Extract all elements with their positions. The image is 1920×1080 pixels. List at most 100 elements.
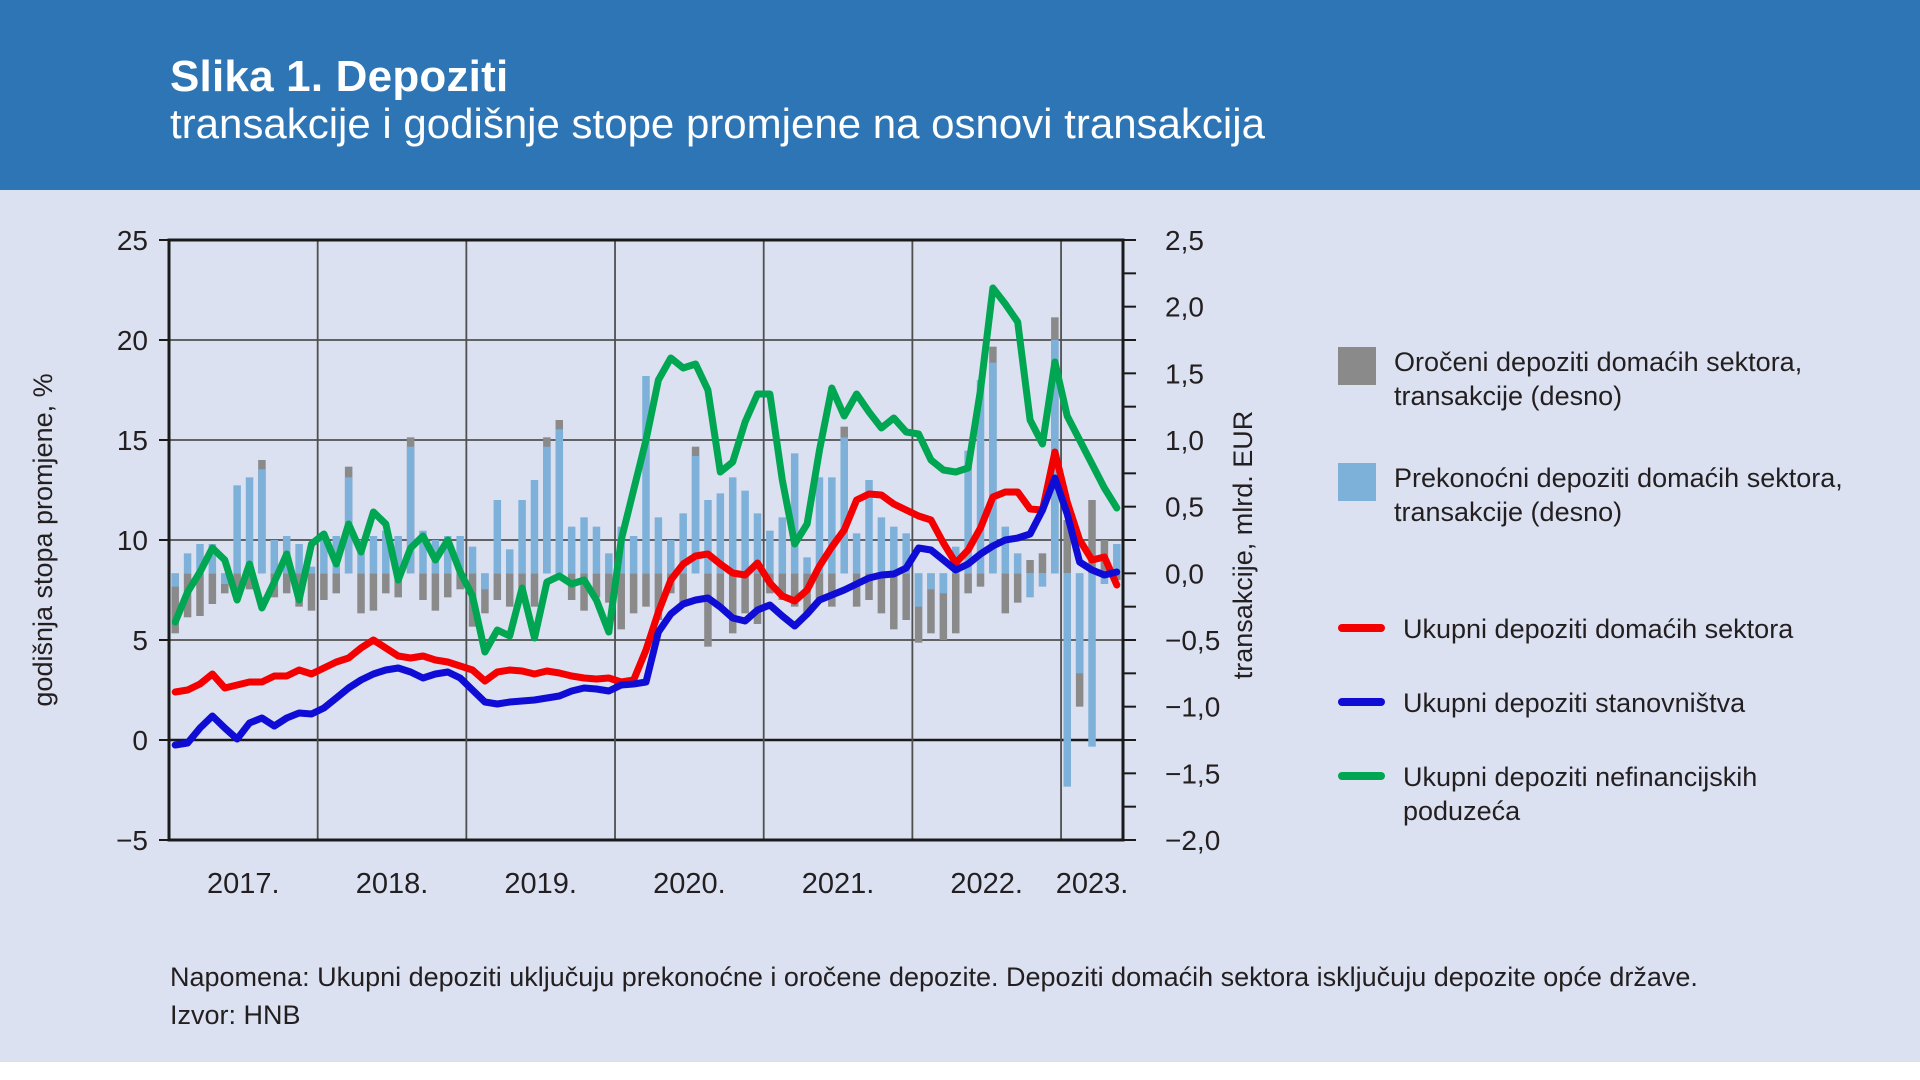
- term-deposits-bar: [865, 573, 873, 600]
- term-deposits-bar: [1088, 500, 1096, 574]
- overnight-deposits-bar: [753, 513, 762, 574]
- term-deposits-bar: [1001, 573, 1010, 614]
- overnight-deposits-bar: [1001, 526, 1010, 574]
- x-axis-year-label: 2019.: [504, 868, 577, 900]
- term-deposits-bar: [902, 573, 910, 620]
- legend-square-swatch-1: [1338, 463, 1376, 501]
- overnight-deposits-bar: [567, 526, 576, 574]
- term-deposits-bar: [964, 573, 972, 594]
- term-deposits-bar: [456, 573, 464, 590]
- term-deposits-bar: [815, 573, 824, 600]
- overnight-deposits-bar: [778, 517, 787, 574]
- right-axis-label: 1,0: [1165, 425, 1204, 456]
- term-deposits-bar: [890, 573, 898, 630]
- legend-label-2: Ukupni depoziti domaćih sektora: [1403, 614, 1794, 644]
- left-axis-title: godišnja stopa promjene, %: [28, 373, 58, 706]
- term-deposits-bar: [778, 573, 787, 600]
- overnight-deposits-bar: [667, 540, 675, 574]
- overnight-deposits-bar: [493, 500, 502, 574]
- overnight-deposits-bar: [505, 549, 514, 574]
- legend-line-swatch-2: [1338, 624, 1385, 632]
- legend-item-0: Oročeni depoziti domaćih sektora, transa…: [1338, 345, 1802, 413]
- right-axis-title: transakcije, mlrd. EUR: [1228, 411, 1258, 680]
- overnight-deposits-bar: [902, 533, 910, 574]
- term-deposits-bar: [530, 573, 539, 607]
- left-axis-label: 10: [117, 525, 148, 556]
- overnight-deposits-bar: [852, 533, 861, 574]
- overnight-deposits-bar: [1100, 573, 1109, 584]
- term-deposits-bar: [196, 573, 204, 616]
- right-axis-label: −0,5: [1165, 625, 1220, 656]
- term-deposits-bar: [233, 573, 241, 600]
- term-deposits-bar: [245, 573, 254, 590]
- overnight-deposits-bar: [444, 536, 452, 574]
- term-deposits-bar: [605, 573, 613, 603]
- x-axis-year-label: 2022.: [950, 868, 1023, 900]
- left-axis-label: 20: [117, 325, 148, 356]
- overnight-deposits-bar: [642, 376, 650, 574]
- overnight-deposits-bar: [1013, 553, 1022, 574]
- overnight-deposits-bar: [394, 536, 402, 574]
- term-deposits-bar: [654, 573, 663, 620]
- term-deposits-bar: [208, 573, 217, 604]
- overnight-deposits-bar: [171, 573, 179, 587]
- term-deposits-bar: [704, 573, 712, 647]
- overnight-deposits-bar: [964, 450, 972, 574]
- right-axis-label: −2,0: [1165, 825, 1220, 856]
- total-domestic-line: [171, 448, 1121, 696]
- overnight-deposits-bar: [320, 533, 328, 574]
- overnight-deposits-bar: [939, 573, 948, 594]
- right-axis-label: −1,0: [1165, 692, 1220, 723]
- overnight-deposits-bar: [183, 553, 192, 574]
- term-deposits-bar: [790, 573, 799, 607]
- chart-footer: Napomena: Ukupni depoziti uključuju prek…: [170, 958, 1698, 1034]
- overnight-deposits-bar: [307, 566, 316, 574]
- overnight-deposits-bar: [555, 429, 564, 574]
- term-deposits-bar: [679, 573, 687, 603]
- legend-item-4: Ukupni depoziti nefinancijskih poduzeća: [1338, 760, 1757, 828]
- term-deposits-bar: [1038, 553, 1047, 574]
- x-axis-year-label: 2023.: [1056, 868, 1129, 900]
- figure-subtitle: transakcije i godišnje stope promjene na…: [170, 100, 1265, 147]
- figure-title: Slika 1. Depoziti: [170, 52, 509, 101]
- overnight-deposits-bar: [728, 477, 737, 574]
- term-deposits-bar: [629, 573, 638, 614]
- overnight-deposits-bar: [221, 573, 229, 584]
- overnight-deposits-bar: [828, 477, 836, 574]
- overnight-deposits-bar: [840, 437, 848, 574]
- nonfinancial-line: [171, 284, 1121, 656]
- overnight-deposits-bar: [605, 553, 613, 574]
- term-deposits-bar: [927, 573, 935, 634]
- term-deposits-bar: [431, 573, 440, 611]
- overnight-deposits-bar: [530, 480, 539, 574]
- overnight-deposits-bar: [741, 490, 749, 574]
- overnight-deposits-bar: [790, 453, 799, 574]
- term-deposits-bar: [592, 573, 601, 598]
- overnight-deposits-bar: [357, 540, 365, 574]
- overnight-deposits-bar: [196, 544, 204, 574]
- overnight-deposits-bar: [369, 536, 378, 574]
- overnight-deposits-bar: [1063, 573, 1071, 787]
- legend-label-0: Oročeni depoziti domaćih sektora, transa…: [1394, 347, 1803, 411]
- legend-label-3: Ukupni depoziti stanovništva: [1403, 688, 1746, 718]
- legend-square-swatch-0: [1338, 347, 1376, 385]
- overnight-deposits-bar: [456, 536, 464, 574]
- overnight-deposits-bar: [1038, 573, 1047, 587]
- term-deposits-bar: [877, 573, 886, 614]
- overnight-deposits-bar: [803, 557, 811, 574]
- right-axis-label: −1,5: [1165, 758, 1220, 789]
- overnight-deposits-bar: [419, 530, 427, 574]
- overnight-deposits-bar: [518, 500, 526, 574]
- term-deposits-bar: [828, 573, 836, 607]
- term-deposits-bar: [518, 573, 526, 594]
- term-deposits-bar: [1013, 573, 1022, 603]
- overnight-deposits-bar: [592, 526, 601, 574]
- legend-label-1: Prekonoćni depoziti domaćih sektora, tra…: [1394, 463, 1843, 527]
- households-line: [171, 474, 1121, 749]
- footer-note: Napomena: Ukupni depoziti uključuju prek…: [170, 962, 1698, 992]
- term-deposits-bar: [444, 573, 452, 598]
- term-deposits-bar: [1026, 560, 1034, 574]
- overnight-deposits-bar: [704, 500, 712, 574]
- x-axis-year-label: 2020.: [653, 868, 726, 900]
- overnight-deposits-bar: [654, 517, 663, 574]
